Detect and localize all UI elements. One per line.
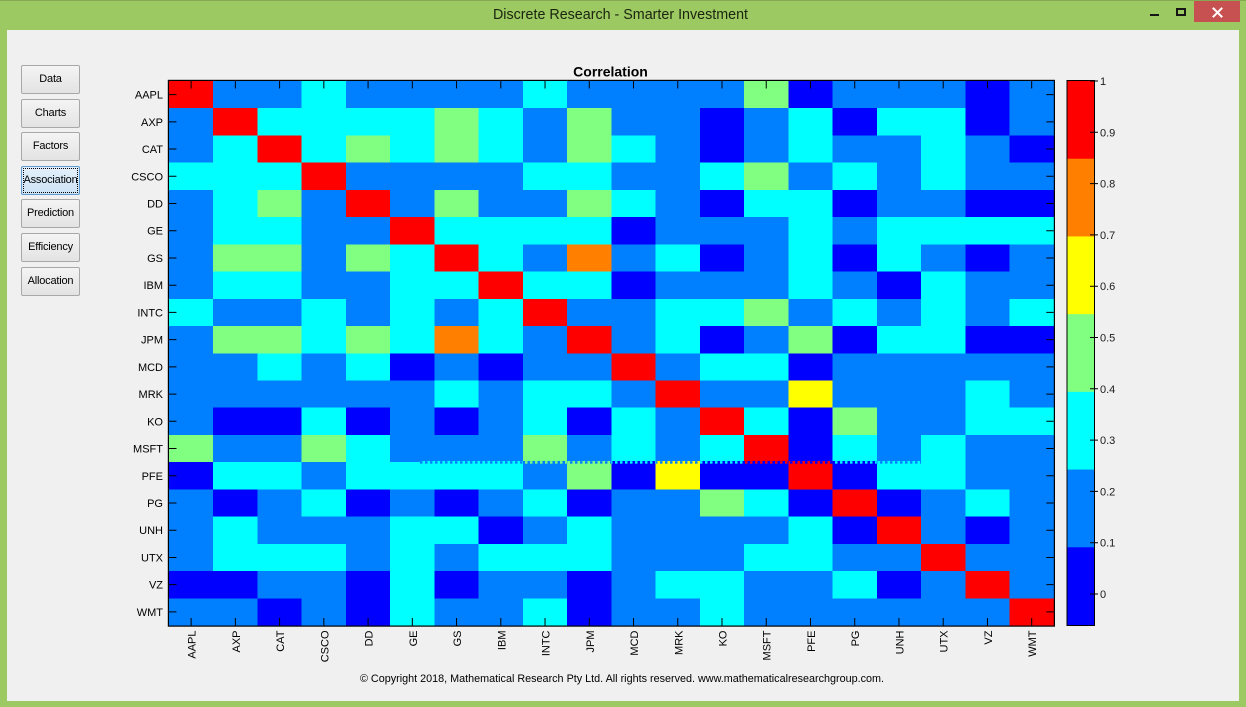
svg-text:VZ: VZ (149, 580, 163, 592)
svg-text:CSCO: CSCO (319, 630, 331, 662)
svg-text:AAPL: AAPL (187, 631, 199, 659)
svg-text:PG: PG (850, 631, 862, 647)
svg-text:0.6: 0.6 (1100, 281, 1115, 293)
svg-text:PFE: PFE (142, 471, 163, 483)
svg-text:CSCO: CSCO (131, 171, 163, 183)
svg-text:KO: KO (718, 630, 730, 646)
svg-text:INTC: INTC (137, 307, 163, 319)
svg-text:MCD: MCD (138, 362, 163, 374)
svg-text:CAT: CAT (275, 630, 287, 651)
svg-text:IBM: IBM (143, 280, 163, 292)
svg-text:0.2: 0.2 (1100, 486, 1115, 498)
svg-text:© Copyright 2018, Mathematical: © Copyright 2018, Mathematical Research … (360, 673, 884, 685)
svg-text:DD: DD (364, 630, 376, 646)
svg-text:0: 0 (1100, 589, 1106, 601)
svg-text:0.8: 0.8 (1100, 179, 1115, 191)
svg-text:AXP: AXP (231, 631, 243, 653)
svg-text:MRK: MRK (673, 630, 685, 655)
svg-text:WMT: WMT (1027, 630, 1039, 657)
svg-text:UNH: UNH (894, 630, 906, 654)
svg-text:JPM: JPM (585, 631, 597, 653)
svg-text:PG: PG (147, 498, 163, 510)
svg-text:MRK: MRK (139, 389, 164, 401)
svg-text:MCD: MCD (629, 630, 641, 655)
svg-text:AXP: AXP (141, 117, 163, 129)
svg-text:MSFT: MSFT (133, 444, 163, 456)
svg-text:0.9: 0.9 (1100, 127, 1115, 139)
svg-text:1: 1 (1100, 76, 1106, 88)
svg-text:GE: GE (408, 631, 420, 647)
svg-text:0.7: 0.7 (1100, 230, 1115, 242)
svg-text:JPM: JPM (141, 335, 163, 347)
svg-text:MSFT: MSFT (762, 630, 774, 660)
svg-text:CAT: CAT (142, 144, 163, 156)
svg-text:VZ: VZ (983, 630, 995, 644)
svg-text:GE: GE (147, 226, 163, 238)
svg-text:GS: GS (452, 631, 464, 647)
svg-text:0.3: 0.3 (1100, 435, 1115, 447)
svg-text:Correlation: Correlation (573, 64, 648, 80)
svg-text:DD: DD (147, 199, 163, 211)
svg-text:0.1: 0.1 (1100, 538, 1115, 550)
svg-text:KO: KO (147, 416, 163, 428)
svg-text:PFE: PFE (806, 631, 818, 652)
svg-text:GS: GS (147, 253, 163, 265)
svg-text:0.5: 0.5 (1100, 333, 1115, 345)
svg-text:AAPL: AAPL (135, 90, 163, 102)
svg-text:UNH: UNH (139, 525, 163, 537)
svg-text:WMT: WMT (137, 607, 164, 619)
svg-text:UTX: UTX (141, 552, 164, 564)
svg-text:INTC: INTC (541, 630, 553, 656)
svg-text:IBM: IBM (496, 631, 508, 651)
svg-text:0.4: 0.4 (1100, 384, 1115, 396)
svg-text:UTX: UTX (939, 630, 951, 653)
